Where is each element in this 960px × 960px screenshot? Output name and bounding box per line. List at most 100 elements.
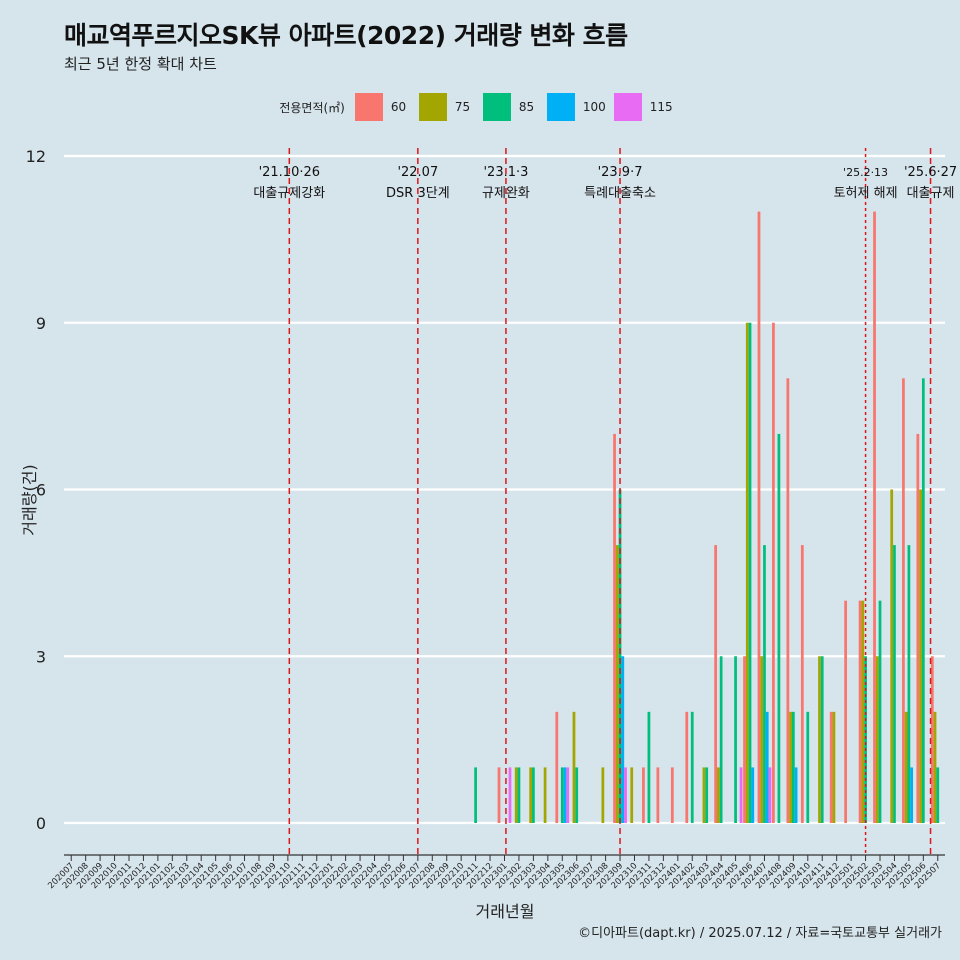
bar-202405-85 (734, 656, 737, 823)
y-tick-label: 12 (26, 147, 46, 166)
bar-202410-85 (806, 711, 810, 823)
bar-202303-85 (532, 767, 535, 823)
legend-title: 전용면적(㎡) (279, 100, 345, 115)
bar-202503-85 (878, 600, 882, 823)
chart-subtitle: 최근 5년 한정 확대 차트 (64, 55, 217, 73)
bar-202305-85 (560, 767, 564, 823)
annotation-date-2: '23.1·3 (483, 165, 528, 180)
bar-202407-100 (765, 711, 769, 823)
bar-202409-60 (786, 378, 790, 823)
bar-202305-115 (566, 767, 570, 823)
bar-202503-60 (873, 211, 876, 824)
bar-202311-60 (642, 767, 645, 823)
legend-swatch-100 (546, 93, 575, 121)
annotation-label-0: 대출규제강화 (253, 186, 325, 201)
legend-label-85: 85 (518, 100, 535, 114)
legend-item-115: 115 (613, 93, 673, 121)
legend-label-100: 100 (582, 100, 606, 114)
grid-lines (64, 154, 945, 825)
bar-202412-75 (832, 711, 836, 823)
bar-202303-75 (529, 767, 533, 823)
bar-202406-75 (745, 322, 749, 823)
bar-202404-85 (719, 656, 723, 823)
annotation-lines: '21.10·26 대출규제강화 '22.07 DSR 3단계 '23.1·3 규제완화 '… (253, 148, 957, 855)
bar-202404-60 (714, 545, 718, 823)
annotation-date-0: '21.10·26 (259, 165, 320, 180)
bar-202301-60 (497, 767, 501, 823)
bar-202503-75 (875, 656, 879, 823)
bar-202306-85 (575, 767, 579, 823)
bar-202407-60 (757, 211, 761, 824)
bar-202308-75 (601, 767, 605, 823)
legend: 전용면적(㎡) 60 75 85 100 115 (0, 93, 960, 121)
legend-item-85: 85 (482, 93, 539, 121)
y-tick-label: 6 (36, 481, 46, 500)
bar-202502-60 (858, 600, 862, 823)
bar-202507-75 (933, 711, 937, 823)
annotation-date-5: '25.6·27 (904, 165, 957, 180)
bar-202402-60 (685, 711, 689, 823)
bar-202501-60 (844, 600, 848, 823)
bar-202403-85 (705, 767, 709, 823)
bar-202407-85 (763, 545, 766, 823)
bar-202304-75 (543, 767, 547, 823)
chart-title: 매교역푸르지오SK뷰 아파트(2022) 거래량 변화 흐름 (64, 21, 628, 50)
bar-202309-100 (621, 656, 625, 823)
annotation-date-4: '25.2·13 (843, 166, 888, 179)
y-tick-label: 9 (36, 314, 46, 333)
bar-202406-85 (748, 322, 752, 823)
bar-202406-60 (743, 656, 746, 823)
bar-202305-100 (563, 767, 567, 823)
bar-202306-75 (572, 711, 576, 823)
bar-202312-60 (656, 767, 660, 823)
annotation-date-1: '22.07 (397, 165, 438, 180)
annotation-date-3: '23.9·7 (598, 165, 643, 180)
bar-202507-60 (930, 656, 934, 823)
bar-202407-115 (768, 767, 772, 823)
bar-202302-85 (517, 767, 521, 823)
bar-202402-85 (690, 711, 694, 823)
annotation-label-4: 토허제 해제 (834, 186, 898, 201)
legend-label-75: 75 (454, 100, 471, 114)
legend-item-100: 100 (546, 93, 606, 121)
annotation-label-3: 특례대출축소 (584, 186, 656, 201)
bar-202506-85 (921, 378, 925, 823)
source-caption: ©디아파트(dapt.kr) / 2025.07.12 / 자료=국토교통부 실… (578, 926, 942, 941)
bar-202301-115 (508, 767, 512, 823)
bar-202403-75 (702, 767, 706, 823)
y-tick-label: 0 (36, 814, 46, 833)
legend-label-60: 60 (390, 100, 407, 114)
annotation-label-1: DSR 3단계 (386, 186, 450, 201)
bar-202408-60 (772, 322, 775, 823)
bar-202504-75 (890, 489, 894, 823)
x-axis-label: 거래년월 (475, 902, 535, 921)
bar-202412-60 (829, 711, 833, 823)
bar-202505-60 (902, 378, 905, 823)
bar-202410-60 (800, 545, 804, 823)
bar-202505-85 (907, 545, 911, 823)
bar-202407-75 (760, 656, 764, 823)
annotation-label-5: 대출규제 (907, 186, 955, 201)
bar-202404-75 (717, 767, 720, 823)
bar-202506-75 (919, 489, 922, 823)
bar-202411-85 (820, 656, 824, 823)
bar-202309-75 (615, 545, 619, 823)
bar-202401-60 (670, 767, 674, 823)
bar-202310-75 (630, 767, 634, 823)
legend-item-75: 75 (418, 93, 475, 121)
bar-202505-75 (904, 711, 908, 823)
legend-label-115: 115 (649, 100, 673, 114)
bar-202309-60 (613, 433, 616, 823)
bar-202502-75 (861, 600, 865, 823)
bar-202411-75 (818, 656, 821, 823)
legend-item-60: 60 (354, 93, 411, 121)
legend-swatch-115 (613, 93, 642, 121)
bar-202309-115 (624, 767, 627, 823)
bar-202405-115 (739, 767, 743, 823)
bar-202408-85 (777, 433, 781, 823)
bar-202504-85 (893, 545, 896, 823)
bar-202311-85 (647, 711, 651, 823)
annotation-label-2: 규제완화 (482, 186, 530, 201)
bar-202211-85 (474, 767, 477, 823)
